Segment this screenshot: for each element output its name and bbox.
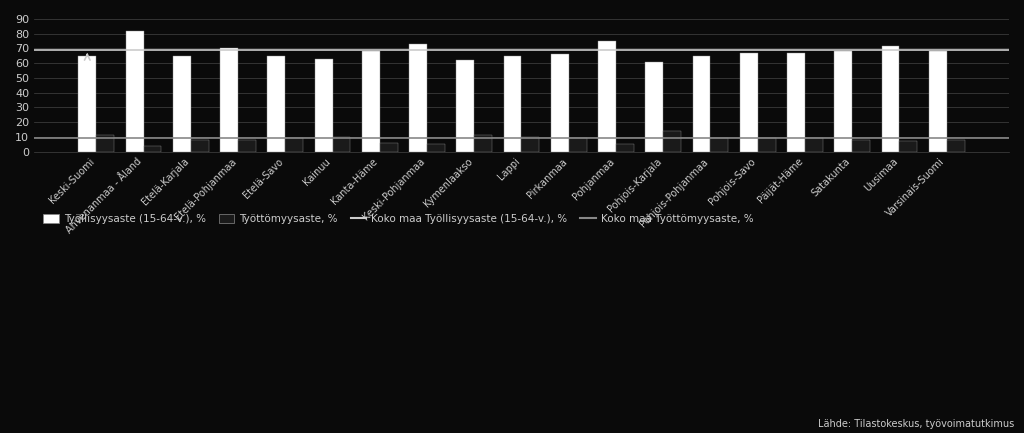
- Bar: [598, 41, 616, 152]
- Bar: [758, 138, 776, 152]
- Bar: [190, 140, 209, 152]
- Bar: [409, 44, 427, 152]
- Bar: [267, 56, 286, 152]
- Bar: [551, 55, 568, 152]
- Bar: [173, 56, 190, 152]
- Bar: [474, 136, 493, 152]
- Bar: [947, 140, 965, 152]
- Bar: [852, 140, 870, 152]
- Bar: [835, 52, 852, 152]
- Bar: [692, 56, 711, 152]
- Bar: [380, 143, 397, 152]
- Bar: [739, 53, 758, 152]
- Bar: [361, 52, 380, 152]
- Bar: [568, 138, 587, 152]
- Bar: [143, 145, 162, 152]
- Bar: [314, 59, 333, 152]
- Bar: [78, 56, 96, 152]
- Bar: [238, 140, 256, 152]
- Bar: [787, 53, 805, 152]
- Bar: [882, 45, 899, 152]
- Legend: Työllisyysaste (15-64-v.), %, Työttömyysaste, %, Koko maa Työllisyysaste (15-64-: Työllisyysaste (15-64-v.), %, Työttömyys…: [39, 210, 758, 229]
- Bar: [645, 62, 664, 152]
- Bar: [711, 138, 728, 152]
- Bar: [664, 131, 681, 152]
- Bar: [220, 48, 238, 152]
- Bar: [616, 144, 634, 152]
- Bar: [96, 136, 115, 152]
- Bar: [929, 52, 947, 152]
- Bar: [427, 144, 445, 152]
- Bar: [805, 138, 823, 152]
- Bar: [521, 137, 540, 152]
- Bar: [286, 138, 303, 152]
- Text: Lähde: Tilastokeskus, työvoimatutkimus: Lähde: Tilastokeskus, työvoimatutkimus: [817, 419, 1014, 429]
- Bar: [457, 60, 474, 152]
- Bar: [899, 141, 918, 152]
- Bar: [126, 31, 143, 152]
- Bar: [333, 137, 350, 152]
- Bar: [504, 56, 521, 152]
